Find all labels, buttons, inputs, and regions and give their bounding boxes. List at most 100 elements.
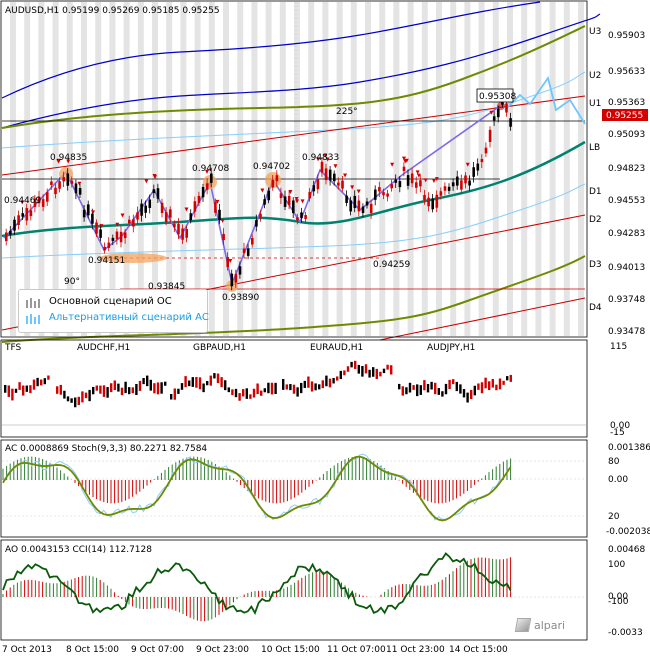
tfs-candle bbox=[113, 380, 116, 391]
sell-arrow bbox=[416, 173, 421, 178]
sell-arrow bbox=[66, 159, 71, 164]
tfs-candle bbox=[300, 382, 303, 394]
tfs-candle bbox=[252, 388, 256, 398]
tfs-candle bbox=[238, 393, 241, 401]
candle-body bbox=[29, 210, 33, 217]
tfs-candle bbox=[77, 396, 80, 405]
tfs-candle bbox=[314, 383, 317, 391]
session-stripe bbox=[521, 2, 528, 336]
candle-body bbox=[378, 187, 381, 192]
candle-body bbox=[451, 182, 455, 187]
time-axis: 7 Oct 2013 8 Oct 15:00 9 Oct 07:00 9 Oct… bbox=[2, 645, 508, 655]
candle-body bbox=[509, 118, 512, 127]
tfs-axis-bottom: -15 bbox=[610, 428, 625, 438]
candle-body bbox=[279, 193, 283, 198]
tfs-title: TFS bbox=[4, 343, 22, 353]
candle-body bbox=[9, 230, 12, 235]
session-stripe bbox=[507, 2, 513, 336]
label-angle-225: 225° bbox=[336, 107, 358, 117]
candle-body bbox=[107, 242, 111, 248]
candle-body bbox=[103, 246, 106, 251]
tfs-candle bbox=[106, 387, 109, 398]
session-stripe bbox=[464, 2, 471, 336]
price-tick-10: 0.93478 bbox=[608, 327, 645, 337]
tfs-candle bbox=[361, 366, 364, 377]
tfs-candle bbox=[430, 381, 433, 390]
candle-body bbox=[164, 212, 168, 222]
sell-arrow bbox=[402, 156, 407, 161]
chart-borders bbox=[0, 0, 588, 641]
session-stripe bbox=[535, 2, 542, 336]
tfs-candle bbox=[263, 388, 266, 393]
candle-body bbox=[357, 200, 361, 212]
sell-arrow bbox=[316, 157, 321, 162]
tfs-candle bbox=[307, 376, 310, 388]
sell-arrow bbox=[415, 170, 420, 175]
tfs-candle bbox=[84, 392, 88, 399]
tfs-candle bbox=[466, 392, 469, 403]
tfs-candle bbox=[462, 389, 466, 398]
candle-body bbox=[13, 219, 16, 231]
candle-body bbox=[439, 191, 443, 196]
level-LB: LB bbox=[589, 143, 600, 153]
time-tick-2: 8 Oct 15:00 bbox=[66, 645, 119, 655]
session-stripe bbox=[38, 2, 45, 336]
tfs-candle bbox=[346, 366, 350, 372]
tfs-candle bbox=[40, 379, 43, 386]
tfs-candle bbox=[74, 397, 77, 408]
tfs-candle bbox=[412, 385, 415, 390]
candle-body bbox=[365, 201, 369, 206]
candle-body bbox=[197, 195, 201, 203]
candle-body bbox=[205, 183, 209, 190]
session-stripe bbox=[152, 2, 158, 336]
candle-body bbox=[50, 181, 53, 185]
tfs-candle bbox=[484, 377, 487, 389]
candle-body bbox=[78, 188, 82, 195]
tfs-candle bbox=[11, 388, 14, 401]
ac-axis-1: 0.001386 bbox=[608, 443, 650, 453]
tfs-candle bbox=[206, 381, 209, 386]
lightblue-lower bbox=[1, 183, 586, 259]
tfs-candle bbox=[36, 377, 39, 387]
ac-axis-4: 20 bbox=[608, 512, 620, 522]
ao-axis-3: 0.00 bbox=[608, 592, 628, 602]
candle-body bbox=[189, 213, 193, 221]
candle-body bbox=[210, 173, 213, 183]
tfs-candle bbox=[4, 384, 7, 393]
tfs-candle bbox=[318, 384, 321, 390]
candle-body bbox=[410, 173, 414, 184]
tfs-candle bbox=[328, 378, 332, 388]
candle-body bbox=[238, 266, 242, 275]
tfs-candle bbox=[224, 380, 227, 391]
tfs-candle bbox=[180, 383, 184, 390]
tfs-candle bbox=[14, 388, 18, 393]
tfs-candle bbox=[92, 386, 95, 395]
candle-body bbox=[345, 195, 348, 203]
sell-arrow bbox=[20, 200, 25, 205]
tfs-candle bbox=[32, 379, 36, 390]
candle-body bbox=[447, 186, 451, 191]
alpari-logo-text: alpari bbox=[534, 618, 566, 632]
candle-body bbox=[386, 193, 389, 197]
candle-body bbox=[341, 180, 344, 189]
tfs-candle bbox=[220, 377, 223, 388]
tfs-candle bbox=[419, 385, 422, 395]
level-D4: D4 bbox=[589, 303, 602, 313]
candle-body bbox=[222, 233, 225, 241]
tfs-candle bbox=[354, 360, 357, 369]
price-axis: U3 U2 U1 LB D1 D2 D3 D4 0.95903 0.95633 … bbox=[589, 27, 650, 638]
candle-body bbox=[271, 179, 275, 188]
sell-arrow bbox=[260, 188, 265, 193]
sell-arrow bbox=[333, 164, 338, 169]
tfs-candle bbox=[131, 387, 134, 394]
candle-body bbox=[382, 192, 385, 196]
candle-body bbox=[21, 213, 24, 217]
tfs-candle bbox=[22, 385, 25, 396]
candle-body bbox=[292, 200, 295, 213]
candle-body bbox=[308, 192, 311, 199]
tfs-candle bbox=[260, 390, 263, 396]
olive-channel-upper bbox=[1, 25, 586, 129]
tfs-candle bbox=[437, 388, 440, 395]
